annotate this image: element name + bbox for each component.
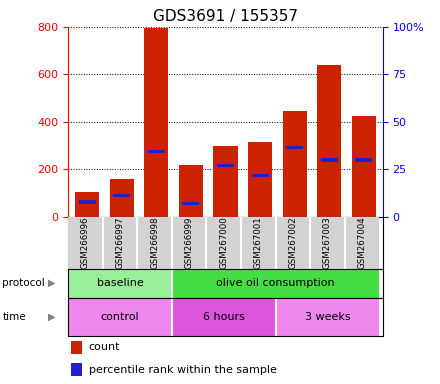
Bar (213, 146, 238, 217)
Bar (103, 217, 137, 269)
Bar (172, 298, 275, 336)
Bar (148, 150, 165, 153)
Bar (179, 165, 203, 217)
Bar (183, 202, 199, 205)
Bar (68, 298, 172, 336)
Title: GDS3691 / 155357: GDS3691 / 155357 (153, 9, 298, 24)
Text: count: count (88, 343, 120, 353)
Bar (172, 269, 379, 298)
Bar (144, 28, 169, 217)
Bar (206, 217, 241, 269)
Bar (137, 217, 172, 269)
Bar (172, 217, 206, 269)
Text: time: time (2, 312, 26, 322)
Bar (310, 217, 345, 269)
Bar (317, 65, 341, 217)
Bar (110, 179, 134, 217)
Text: 6 hours: 6 hours (203, 312, 245, 322)
Text: GSM267001: GSM267001 (254, 217, 263, 269)
Text: GSM267004: GSM267004 (358, 217, 367, 269)
Text: GSM267003: GSM267003 (323, 217, 332, 269)
Bar (217, 164, 234, 167)
Bar (275, 217, 310, 269)
Bar (321, 158, 337, 162)
Bar (79, 200, 95, 204)
Bar (241, 217, 275, 269)
Bar (282, 111, 307, 217)
Bar (275, 298, 379, 336)
Text: ▶: ▶ (48, 312, 56, 322)
Bar (68, 269, 172, 298)
Bar (248, 142, 272, 217)
Text: GSM267002: GSM267002 (288, 217, 297, 269)
Bar (71, 341, 82, 354)
Bar (68, 269, 383, 298)
Bar (286, 146, 303, 149)
Bar (252, 174, 268, 177)
Text: GSM267000: GSM267000 (219, 217, 228, 269)
Text: control: control (101, 312, 139, 322)
Text: olive oil consumption: olive oil consumption (216, 278, 335, 288)
Text: GSM266998: GSM266998 (150, 217, 159, 269)
Text: GSM266997: GSM266997 (116, 217, 125, 269)
Text: percentile rank within the sample: percentile rank within the sample (88, 364, 276, 374)
Bar (68, 298, 383, 336)
Bar (356, 158, 372, 162)
Text: GSM266996: GSM266996 (81, 217, 90, 269)
Text: baseline: baseline (97, 278, 143, 288)
Bar (75, 192, 99, 217)
Text: ▶: ▶ (48, 278, 56, 288)
Bar (68, 217, 383, 269)
Text: 3 weeks: 3 weeks (304, 312, 350, 322)
Bar (114, 194, 130, 197)
Bar (345, 217, 379, 269)
Text: GSM266999: GSM266999 (185, 217, 194, 269)
Text: protocol: protocol (2, 278, 45, 288)
Bar (352, 116, 376, 217)
Bar (71, 363, 82, 376)
Bar (68, 217, 103, 269)
